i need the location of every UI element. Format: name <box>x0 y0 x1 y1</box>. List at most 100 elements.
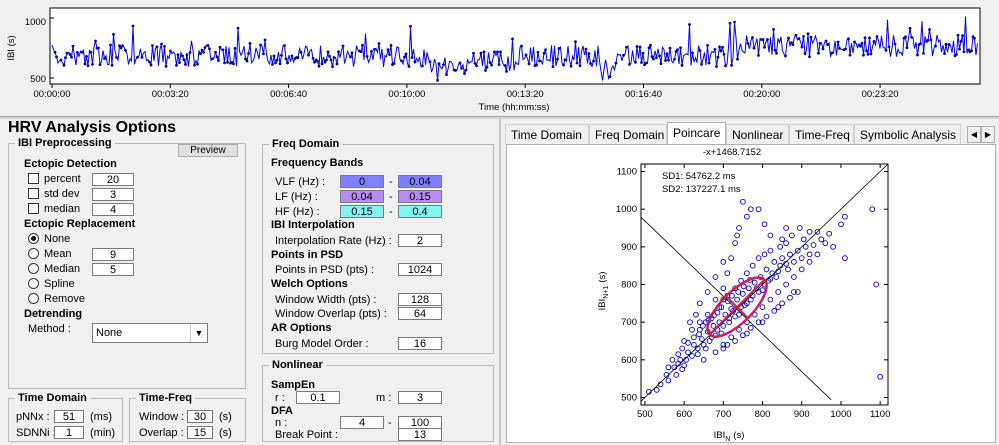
ibi-point <box>428 60 432 64</box>
breakpoint-input[interactable]: 13 <box>398 428 442 441</box>
poincare-point <box>735 289 742 295</box>
ylabel-unit: (s) <box>597 272 608 283</box>
overlap-input[interactable]: 15 <box>187 426 213 439</box>
tab-scroll-left-icon[interactable]: ◀ <box>967 126 981 143</box>
psd-points-input[interactable]: 1024 <box>398 263 442 276</box>
replace-remove-radio[interactable] <box>28 293 39 304</box>
window-input[interactable]: 30 <box>187 410 213 423</box>
poincare-point <box>842 255 848 261</box>
welch-width-input[interactable]: 128 <box>398 293 442 306</box>
std-dev-checkbox[interactable] <box>28 188 39 199</box>
poincare-point <box>789 232 795 239</box>
vlf-high-input[interactable]: 0.04 <box>398 175 442 188</box>
sampen-m-input[interactable]: 3 <box>398 391 442 404</box>
time-domain-group: Time Domain <box>8 392 123 442</box>
tab-freq-domain[interactable]: Freq Domain <box>589 124 667 144</box>
std-dev-input[interactable]: 3 <box>92 188 134 201</box>
tab-poincare[interactable]: Poincare <box>667 122 726 145</box>
ibi-point <box>680 63 684 67</box>
sd1-axis <box>725 295 749 319</box>
vlf-low-input[interactable]: 0 <box>340 175 384 188</box>
ibi-point <box>634 60 637 64</box>
lf-band-label: LF (Hz) : <box>275 191 318 203</box>
ibi-point <box>188 51 192 54</box>
sdnni-input[interactable]: 1 <box>54 426 84 439</box>
percent-input[interactable]: 20 <box>92 173 134 186</box>
hf-high-input[interactable]: 0.4 <box>398 205 442 218</box>
welch-overlap-input[interactable]: 64 <box>398 307 442 320</box>
ibi-point <box>482 50 486 54</box>
ibi-point <box>350 51 354 55</box>
median-checkbox[interactable] <box>28 203 39 214</box>
ibi-point <box>511 37 514 41</box>
ibi-point <box>62 63 66 67</box>
tab-time-domain[interactable]: Time Domain <box>505 124 589 144</box>
ibi-point <box>836 40 840 44</box>
detrending-method-value: None <box>96 327 123 339</box>
preview-button[interactable]: Preview <box>178 144 238 157</box>
overlap-unit: (s) <box>219 427 232 439</box>
ibi-point <box>962 50 966 54</box>
ibi-point <box>149 63 153 67</box>
tab-scroll-right-icon[interactable]: ▶ <box>981 126 995 143</box>
replace-mean-label: Mean <box>44 248 72 260</box>
median-input[interactable]: 4 <box>92 203 134 216</box>
tab-time-freq[interactable]: Time-Freq <box>789 124 854 144</box>
results-tab-bar: Time Domain Freq Domain Poincare Nonline… <box>505 121 997 145</box>
poincare-chart[interactable]: -x+1468.7152 500 600 700 800 900 1000 1100 500 6… <box>507 145 995 443</box>
interp-rate-input[interactable]: 2 <box>398 234 442 247</box>
replace-none-radio[interactable] <box>28 233 39 244</box>
ibi-point <box>817 51 820 55</box>
median-replace-input[interactable]: 5 <box>92 263 134 276</box>
poincare-point <box>728 334 735 341</box>
poincare-plot-area <box>640 163 889 406</box>
welch-width-label: Window Width (pts) : <box>275 294 377 306</box>
ibi-time-series-chart[interactable]: IBI (s) 1000 500 00:00:00 00:03:20 00:06:4… <box>0 0 999 116</box>
poincare-xtick: 600 <box>676 409 692 420</box>
mean-input[interactable]: 9 <box>92 248 134 261</box>
replace-spline-radio[interactable] <box>28 278 39 289</box>
tab-nonlinear[interactable]: Nonlinear <box>726 124 789 144</box>
replace-median-radio[interactable] <box>28 263 39 274</box>
ibi-point <box>665 52 669 56</box>
lf-high-input[interactable]: 0.15 <box>398 190 442 203</box>
poincare-point <box>665 364 672 371</box>
lf-low-input[interactable]: 0.04 <box>340 190 384 203</box>
poincare-point <box>767 247 774 254</box>
poincare-point <box>694 351 701 358</box>
vertical-splitter[interactable] <box>499 118 501 445</box>
ibi-point <box>802 34 805 38</box>
tab-symbolic-analysis[interactable]: Symbolic Analysis <box>854 124 961 144</box>
ibi-point <box>860 41 864 45</box>
psd-points-label: Points in PSD (pts) : <box>275 264 375 276</box>
sampen-r-input[interactable]: 0.1 <box>296 391 340 404</box>
poincare-point <box>767 296 774 303</box>
ibi-point <box>80 50 84 54</box>
ibi-point <box>464 68 468 72</box>
ibi-point <box>404 52 408 56</box>
dfa-n-low-input[interactable]: 4 <box>340 416 384 429</box>
replace-mean-radio[interactable] <box>28 248 39 259</box>
detrending-method-select[interactable]: None ▼ <box>92 323 208 343</box>
poincare-point <box>712 274 719 280</box>
ibi-point <box>155 45 159 49</box>
poincare-xtick: 800 <box>755 409 771 420</box>
ibi-point <box>679 46 682 50</box>
pnnx-input[interactable]: 51 <box>54 410 84 423</box>
poincare-point <box>800 236 807 243</box>
panel-splitter[interactable] <box>0 116 999 119</box>
ibi-point <box>163 44 166 48</box>
poincare-point <box>704 311 711 318</box>
percent-checkbox[interactable] <box>28 173 39 184</box>
poincare-point <box>830 243 836 250</box>
ibi-point <box>649 43 652 47</box>
points-in-psd-label: Points in PSD <box>271 249 344 261</box>
ibi-point <box>700 63 703 66</box>
pnnx-unit: (ms) <box>90 411 112 423</box>
nonlinear-legend: Nonlinear <box>272 359 323 371</box>
vlf-band-label: VLF (Hz) : <box>275 176 326 188</box>
ibi-point <box>272 54 276 58</box>
burg-order-input[interactable]: 16 <box>398 337 442 350</box>
hf-low-input[interactable]: 0.15 <box>340 205 384 218</box>
poincare-point <box>794 247 801 254</box>
